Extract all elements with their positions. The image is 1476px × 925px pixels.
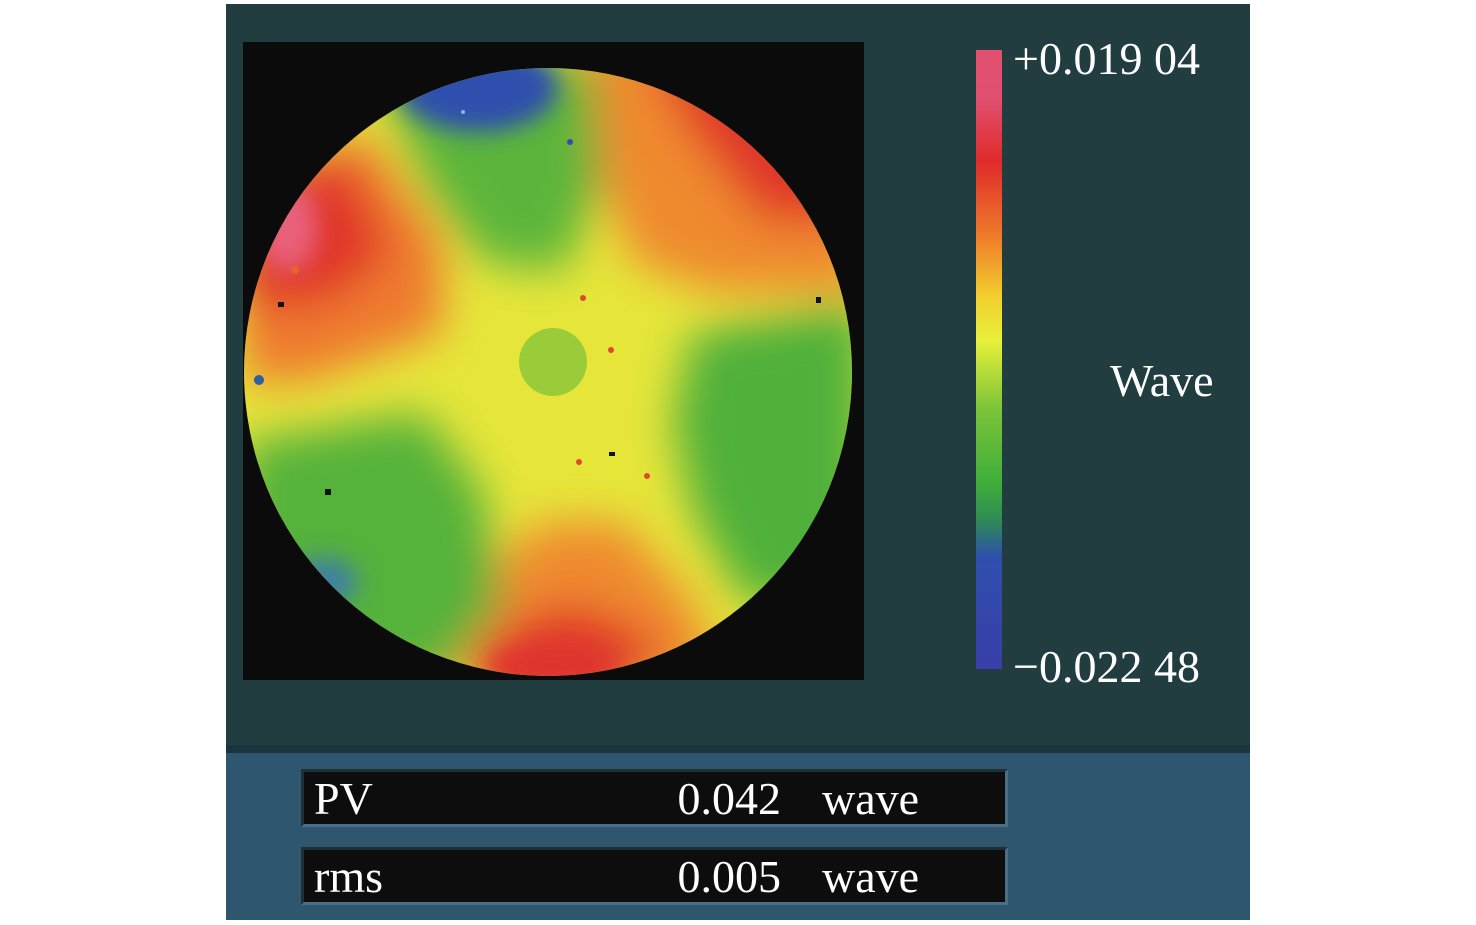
colorbar-unit-label: Wave [1110, 355, 1214, 406]
rms-unit: wave [822, 851, 920, 902]
panel-divider [226, 745, 1250, 753]
statistics-panel: PV 0.042 wave rms 0.005 wave [226, 753, 1250, 920]
wavefront-map-image [244, 68, 852, 676]
interferometer-window: +0.019 04 Wave −0.022 48 PV 0.042 wave r… [226, 4, 1250, 920]
wavefront-map[interactable] [243, 42, 864, 680]
colorbar-min-label: −0.022 48 [1013, 641, 1200, 692]
rms-readout: rms 0.005 wave [301, 847, 1008, 905]
pv-label: PV [314, 773, 373, 824]
colorbar-max-label: +0.019 04 [1013, 33, 1200, 84]
pv-unit: wave [822, 773, 920, 824]
colorbar [976, 50, 1002, 669]
pv-value: 0.042 [677, 773, 782, 824]
pv-readout: PV 0.042 wave [301, 769, 1008, 827]
rms-label: rms [314, 851, 383, 902]
wavefront-plot-panel: +0.019 04 Wave −0.022 48 [226, 4, 1250, 751]
rms-value: 0.005 [677, 851, 782, 902]
